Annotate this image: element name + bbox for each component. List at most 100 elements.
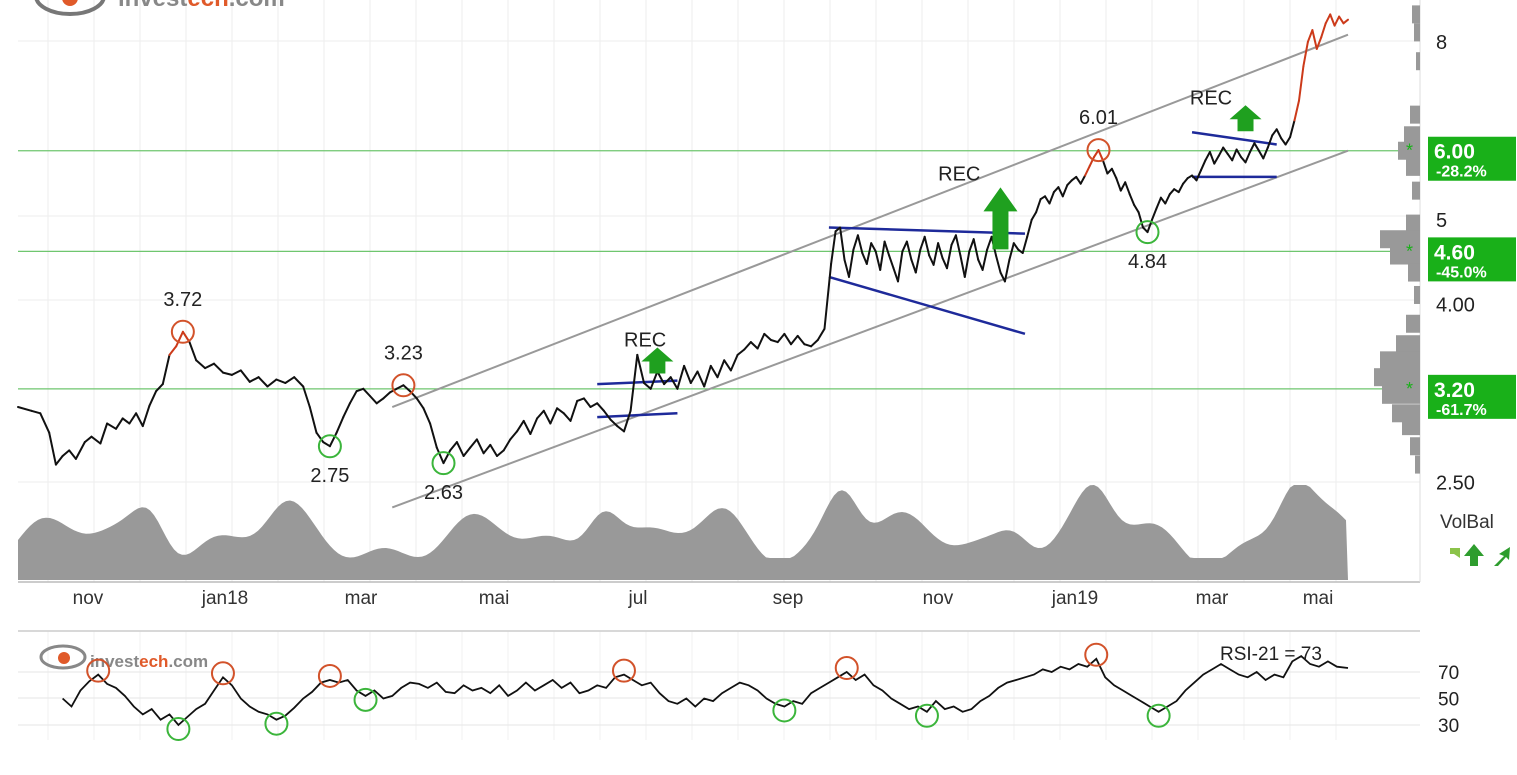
- price-segment: [54, 455, 64, 466]
- volume-profile-bar: [1390, 246, 1420, 265]
- volume-profile-bar: [1414, 23, 1420, 42]
- rsi-top-marker: [834, 656, 859, 680]
- logo-text-c: .com: [229, 0, 285, 12]
- price-segment: [542, 409, 552, 425]
- price-segment: [870, 242, 877, 253]
- price-segment: [999, 271, 1006, 283]
- price-segment: [1008, 242, 1015, 261]
- price-segment: [355, 387, 365, 393]
- signal-arrow-up-icon: [641, 347, 674, 374]
- volbal-arrow-up-right-icon: [1442, 548, 1460, 566]
- price-segment: [937, 242, 944, 259]
- price-segment: [1124, 181, 1131, 196]
- price-segment: [529, 417, 539, 435]
- sr-pct-label: -61.7%: [1436, 402, 1487, 419]
- price-segment: [204, 362, 215, 370]
- price-tick-label: 5: [1436, 210, 1447, 232]
- volume-profile-bar: [1406, 157, 1420, 176]
- price-segment: [469, 438, 478, 449]
- price-segment: [897, 250, 904, 283]
- sr-value-label: 4.60: [1434, 241, 1475, 264]
- month-label: jul: [627, 588, 647, 609]
- volbal-arrow-up-icon: [1464, 544, 1484, 566]
- price-segment: [629, 353, 639, 412]
- price-segment: [1208, 151, 1216, 165]
- price-segment: [1329, 13, 1336, 27]
- price-segment: [475, 438, 485, 455]
- pattern-line: [1191, 131, 1277, 146]
- pattern-label: REC: [938, 163, 980, 185]
- price-segment: [1253, 142, 1260, 152]
- price-segment: [843, 258, 850, 278]
- price-segment: [848, 248, 855, 278]
- price-segment: [39, 412, 51, 434]
- price-segment: [972, 238, 980, 261]
- price-segment: [995, 254, 1002, 274]
- price-segment: [30, 409, 42, 415]
- price-segment: [315, 431, 325, 444]
- price-segment: [188, 341, 198, 362]
- price-segment: [422, 407, 432, 425]
- price-segment: [1302, 40, 1309, 68]
- month-label: sep: [773, 588, 804, 609]
- price-segment: [865, 242, 873, 265]
- price-segment: [1262, 146, 1269, 160]
- price-segment: [1026, 218, 1033, 238]
- price-segment: [74, 441, 86, 460]
- price-segment: [790, 334, 799, 346]
- price-segment: [1244, 151, 1251, 164]
- rsi-label: RSI-21 = 73: [1220, 644, 1322, 665]
- price-segment: [1003, 258, 1011, 283]
- price-segment: [736, 348, 746, 356]
- price-segment: [1222, 146, 1229, 155]
- price-segment: [562, 412, 572, 422]
- price-segment: [1226, 152, 1234, 162]
- price-segment: [589, 402, 599, 408]
- price-segment: [1240, 156, 1247, 164]
- pattern-label: REC: [1190, 87, 1232, 109]
- price-segment: [1084, 165, 1091, 177]
- price-segment: [696, 370, 706, 388]
- price-segment: [968, 238, 975, 253]
- logo-text-a: invest: [118, 0, 187, 12]
- price-segment: [402, 384, 412, 393]
- sr-value-label: 3.20: [1434, 379, 1475, 402]
- pattern-line: [597, 379, 678, 386]
- price-segment: [128, 412, 138, 425]
- volbal-arrow-up-right-icon-2: [1494, 547, 1510, 566]
- price-segment: [616, 425, 625, 433]
- price-segment: [1168, 188, 1176, 196]
- price-segment: [395, 384, 405, 390]
- price-segment: [248, 376, 260, 383]
- price-segment: [683, 364, 692, 384]
- price-segment: [783, 332, 792, 346]
- price-segment: [284, 376, 296, 384]
- volume-profile-bar: [1380, 351, 1420, 370]
- sr-labels: 6.00-28.2% * 4.60-45.0% * 3.20-61.7% *: [1406, 136, 1516, 419]
- price-segment: [910, 258, 917, 274]
- volume-profile-bar: [1414, 285, 1420, 304]
- channel-line: [391, 149, 1349, 509]
- volbal-area: [18, 485, 1348, 580]
- price-segment: [435, 446, 445, 465]
- rsi-tick-label: 50: [1438, 690, 1459, 711]
- eye-pupil-icon: [62, 0, 78, 6]
- price-segment: [1093, 149, 1100, 159]
- price-segment: [230, 369, 242, 376]
- logo-text-b: ech: [187, 0, 228, 12]
- rsi-tick-label: 70: [1438, 663, 1459, 684]
- price-segment: [549, 407, 559, 425]
- price-segment: [796, 334, 806, 346]
- price-segment: [1075, 175, 1082, 185]
- price-segment: [1097, 149, 1104, 162]
- price-segment: [308, 406, 318, 434]
- volume-profile-bar: [1412, 181, 1420, 200]
- eye-logo-icon: [34, 0, 106, 16]
- volume-profile-bar: [1410, 437, 1420, 456]
- price-segment: [509, 430, 518, 441]
- axis-labels: 8 5 4.00 2.50: [1436, 32, 1475, 495]
- price-segment: [923, 235, 931, 257]
- price-segment: [115, 417, 124, 430]
- price-segment: [883, 240, 891, 257]
